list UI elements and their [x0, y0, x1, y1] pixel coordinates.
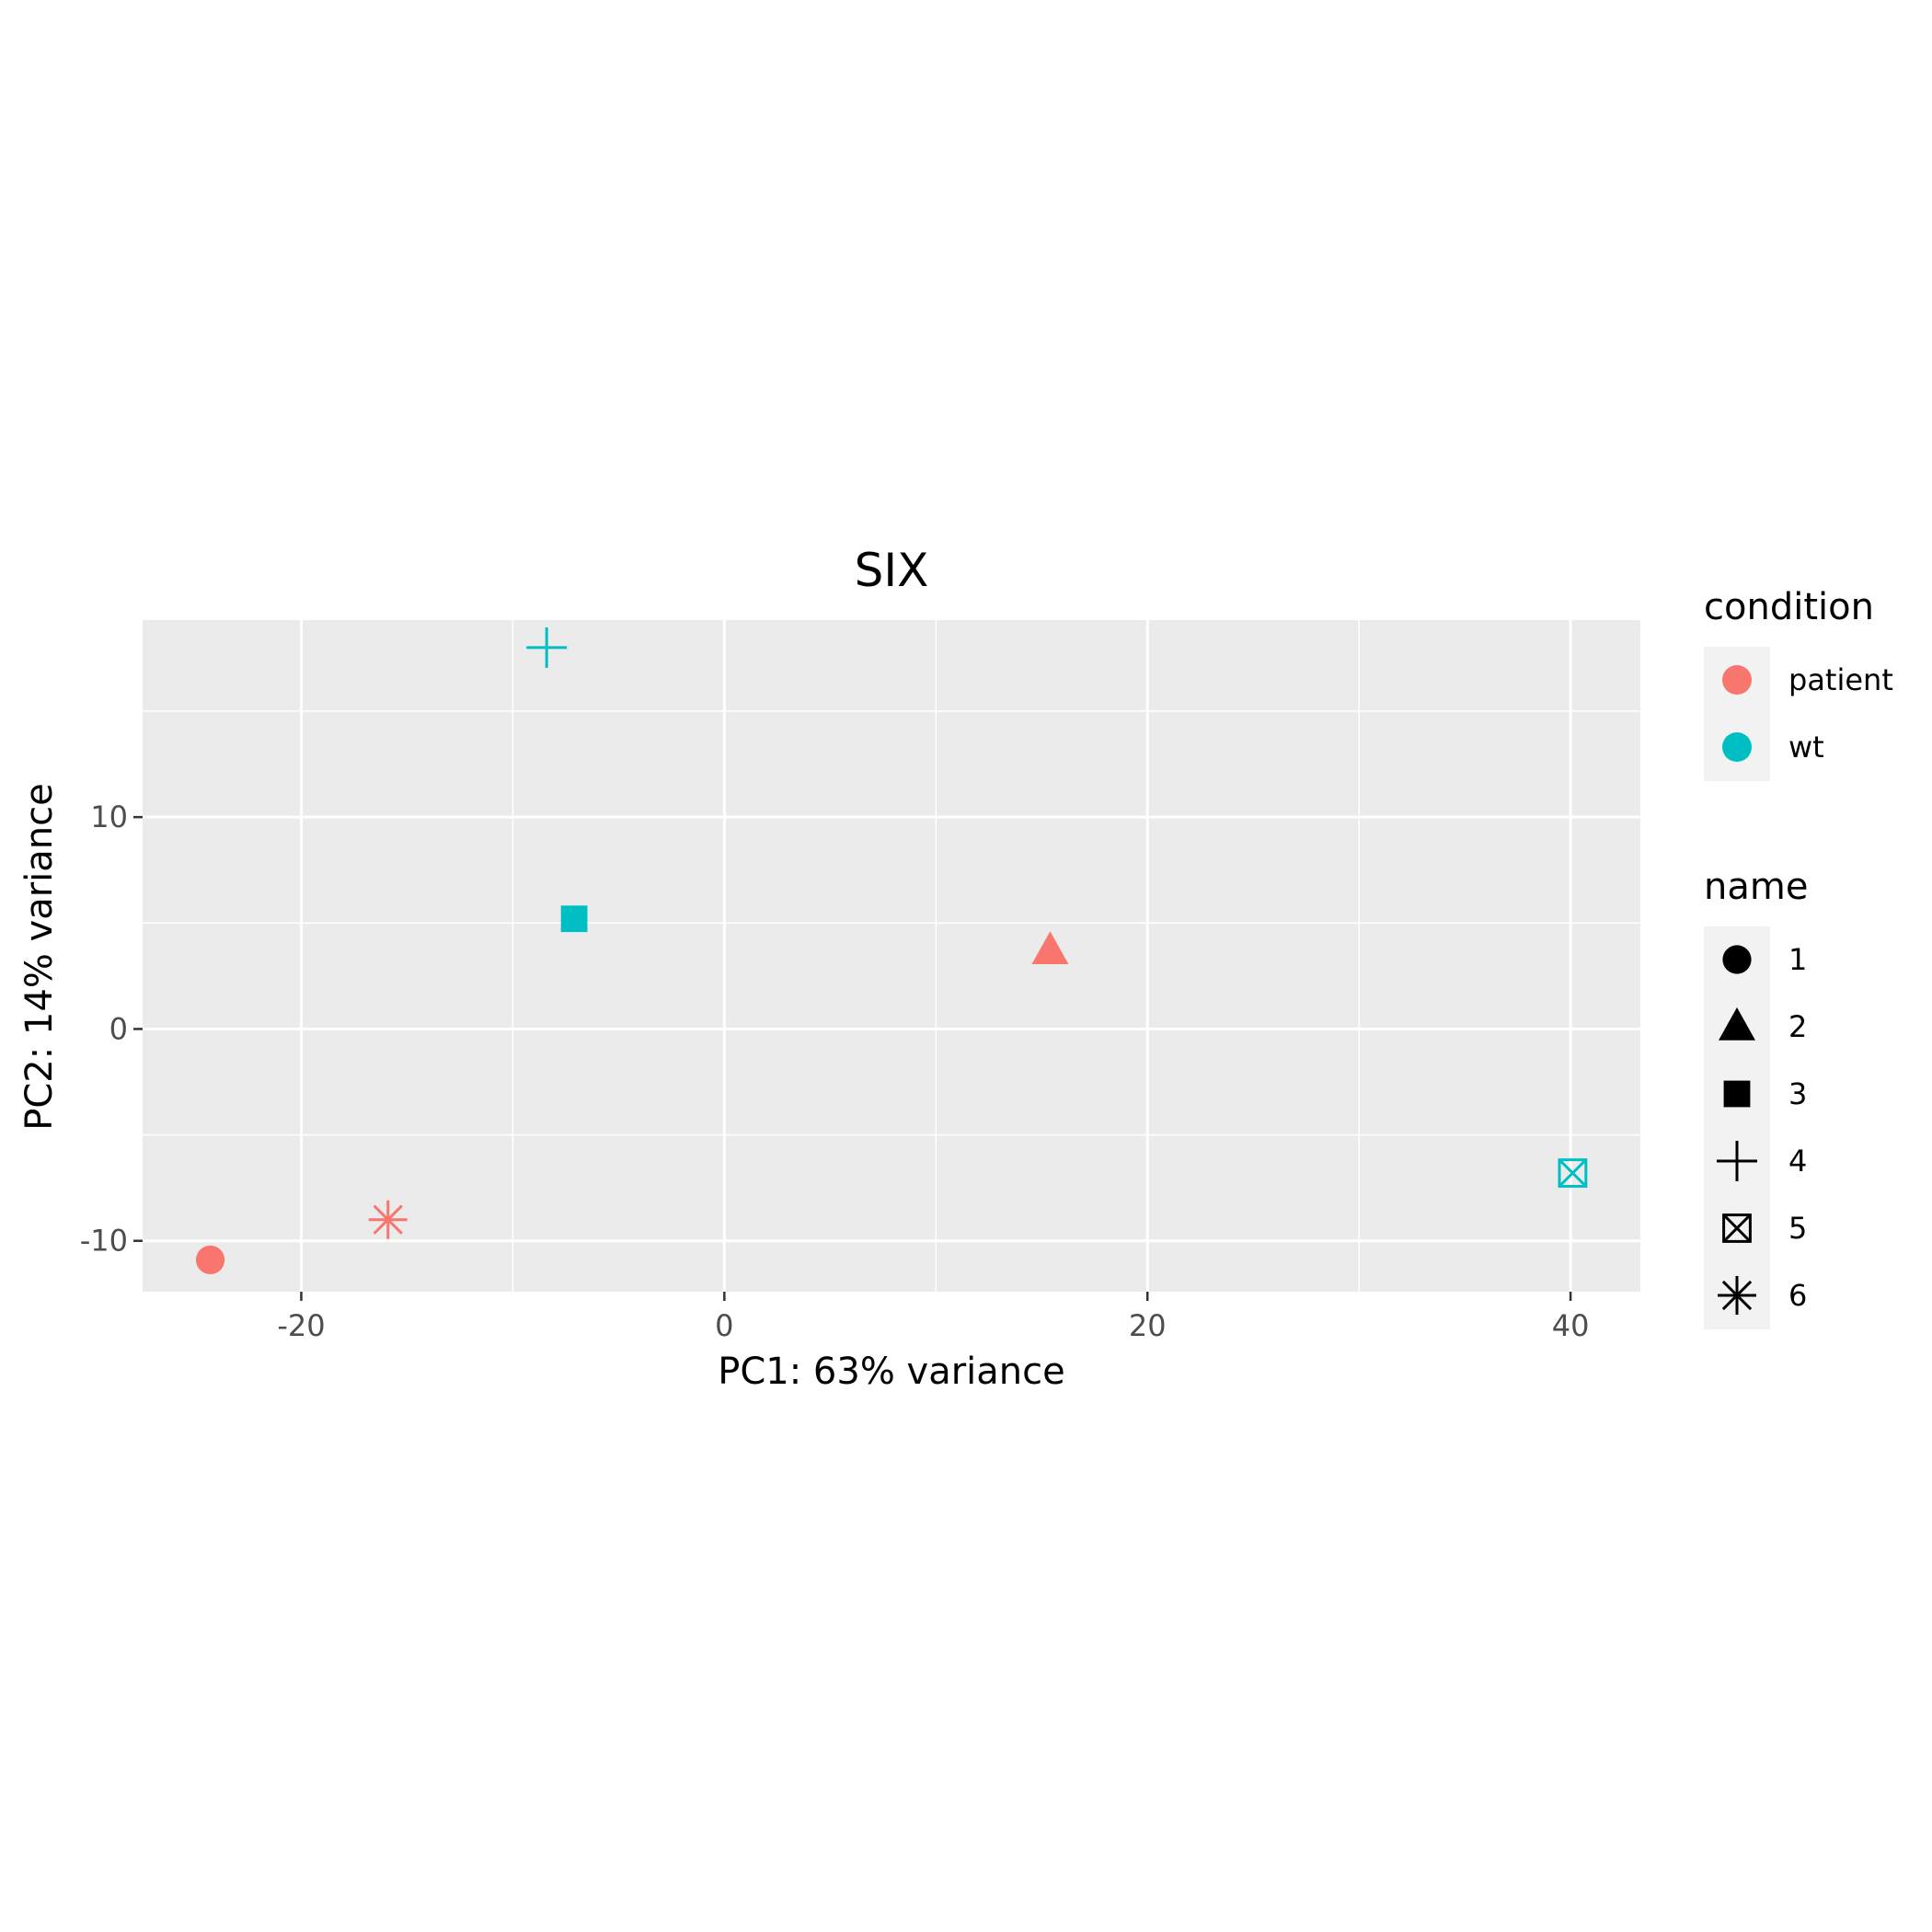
legend-name-title: name [1704, 866, 1808, 908]
legend-name-key [1723, 1080, 1751, 1108]
legend-condition-label: wt [1788, 730, 1824, 765]
data-point-3 [560, 905, 588, 933]
data-point-4 [526, 627, 568, 668]
y-axis-ticks: -10 0 10 [80, 799, 143, 1259]
legend-name-key-background [1704, 926, 1770, 1329]
major-gridlines [143, 620, 1640, 1292]
x-tick-label: -20 [277, 1308, 325, 1343]
legend-condition-items: patient wt [1722, 662, 1893, 765]
legend-name-key [1722, 945, 1752, 974]
legend-name-label: 1 [1788, 942, 1807, 977]
data-point-5 [1558, 1158, 1588, 1188]
legend-condition-label: patient [1788, 662, 1893, 697]
legend-name-label: 6 [1788, 1278, 1807, 1313]
chart-title: SIX [855, 544, 929, 597]
legend-condition-key [1722, 732, 1752, 762]
legend-name-key [1717, 1141, 1757, 1181]
data-points [195, 627, 1588, 1275]
legend-name-key [1718, 1276, 1756, 1315]
legend-name-label: 4 [1788, 1144, 1807, 1179]
legend-name-label: 5 [1788, 1211, 1807, 1246]
legend-condition-key [1722, 665, 1752, 695]
minor-gridlines [143, 620, 1640, 1292]
data-point-2 [1031, 931, 1069, 964]
x-axis-title: PC1: 63% variance [718, 1351, 1065, 1393]
y-tick-label: -10 [80, 1224, 128, 1259]
legend-condition-title: condition [1704, 586, 1874, 628]
y-axis-title: PC2: 14% variance [18, 783, 61, 1131]
x-tick-label: 0 [715, 1308, 733, 1343]
legend-name-key [1719, 1007, 1755, 1041]
legend-name-label: 3 [1788, 1076, 1807, 1111]
y-tick-label: 0 [109, 1011, 128, 1046]
legend-condition: condition patient wt [1704, 586, 1893, 781]
x-tick-label: 20 [1129, 1308, 1167, 1343]
legend-name-key [1722, 1213, 1752, 1243]
legend-name-label: 2 [1788, 1009, 1807, 1044]
plot-panel [143, 620, 1640, 1292]
x-tick-label: 40 [1552, 1308, 1590, 1343]
x-axis-ticks: -20 0 20 40 [277, 1292, 1589, 1343]
data-point-6 [368, 1200, 408, 1239]
legend-name: name 1 2 3 4 5 6 [1704, 866, 1808, 1329]
data-point-1 [195, 1245, 225, 1275]
y-tick-label: 10 [90, 799, 128, 834]
legend-name-items: 1 2 3 4 5 6 [1717, 942, 1807, 1315]
